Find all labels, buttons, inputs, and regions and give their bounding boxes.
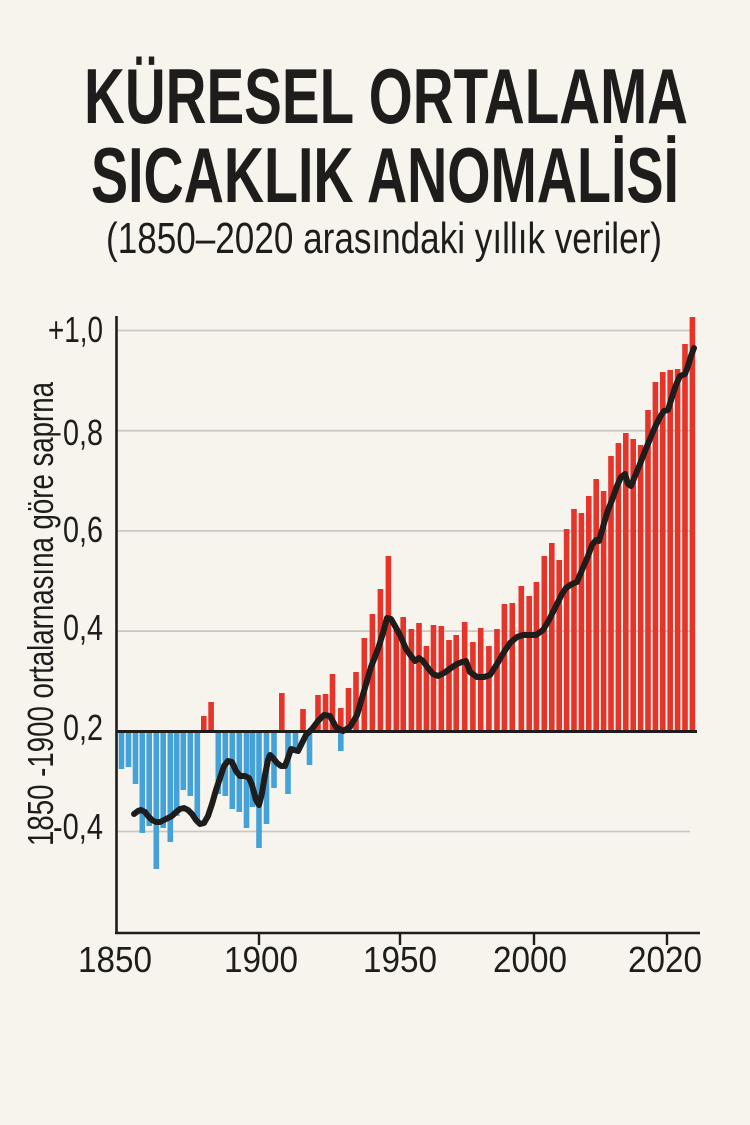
svg-text:0,2: 0,2 bbox=[63, 707, 103, 748]
svg-text:1900: 1900 bbox=[224, 939, 298, 980]
svg-text:2020: 2020 bbox=[628, 939, 702, 980]
svg-text:(1850–2020 arasındaki yıllık v: (1850–2020 arasındaki yıllık veriler) bbox=[106, 214, 662, 263]
svg-text:1850: 1850 bbox=[78, 939, 152, 980]
svg-text:1950: 1950 bbox=[363, 939, 437, 980]
svg-text:0,6: 0,6 bbox=[63, 509, 103, 550]
svg-text:2000: 2000 bbox=[493, 939, 567, 980]
svg-text:SICAKLIK ANOMALİSİ: SICAKLIK ANOMALİSİ bbox=[91, 131, 679, 219]
svg-text:1850 -1900 ortalarnasına göre: 1850 -1900 ortalarnasına göre saprna bbox=[20, 381, 61, 846]
svg-text:0,8: 0,8 bbox=[63, 412, 103, 453]
svg-text:+1,0: +1,0 bbox=[48, 309, 103, 350]
svg-text:0,4: 0,4 bbox=[63, 607, 103, 648]
svg-text:KÜRESEL ORTALAMA: KÜRESEL ORTALAMA bbox=[84, 52, 688, 140]
svg-text:-0,4: -0,4 bbox=[53, 806, 103, 847]
